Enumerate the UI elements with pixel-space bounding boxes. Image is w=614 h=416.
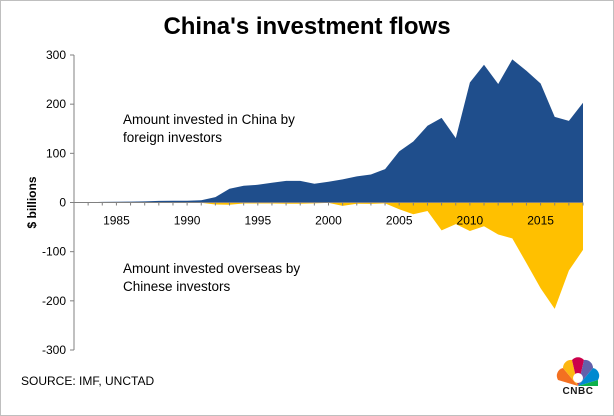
chart-source: SOURCE: IMF, UNCTAD: [21, 374, 155, 388]
annotation-1-line-2: foreign investors: [123, 130, 222, 145]
y-tick-label: 200: [46, 97, 66, 111]
x-tick-label: 1990: [174, 214, 201, 228]
x-tick-label: 2015: [527, 214, 554, 228]
cnbc-logo: CNBC: [554, 356, 602, 402]
peacock-icon: [556, 357, 600, 386]
x-tick-label: 1985: [103, 214, 130, 228]
x-tick-label: 2010: [457, 214, 484, 228]
annotation-2-line-2: Chinese investors: [123, 279, 231, 294]
y-tick-label: -200: [42, 294, 66, 308]
chart-axes: 300 200 100 0 -100 -200 -300 1985 1990 1995 2000 20…: [42, 48, 584, 357]
chart-areas: [74, 59, 583, 309]
y-tick-label: 100: [46, 146, 66, 160]
y-tick-label: 0: [59, 196, 66, 210]
y-tick-label: 300: [46, 48, 66, 62]
annotation-2-line-1: Amount invested overseas by: [123, 261, 300, 276]
x-tick-label: 1995: [244, 214, 271, 228]
cnbc-logo-text: CNBC: [562, 386, 594, 397]
y-tick-label: -100: [42, 245, 66, 259]
chart-title: China's investment flows: [163, 13, 451, 40]
annotation-1-line-1: Amount invested in China by: [123, 112, 295, 127]
chart-labels: $ billions Amount invested in China by for…: [25, 112, 300, 294]
area-series-1: [74, 59, 583, 203]
x-tick-label: 2000: [315, 214, 342, 228]
y-axis-title: $ billions: [25, 176, 39, 228]
y-tick-label: -300: [42, 343, 66, 357]
x-tick-label: 2005: [386, 214, 413, 228]
area-series-2: [74, 202, 583, 309]
